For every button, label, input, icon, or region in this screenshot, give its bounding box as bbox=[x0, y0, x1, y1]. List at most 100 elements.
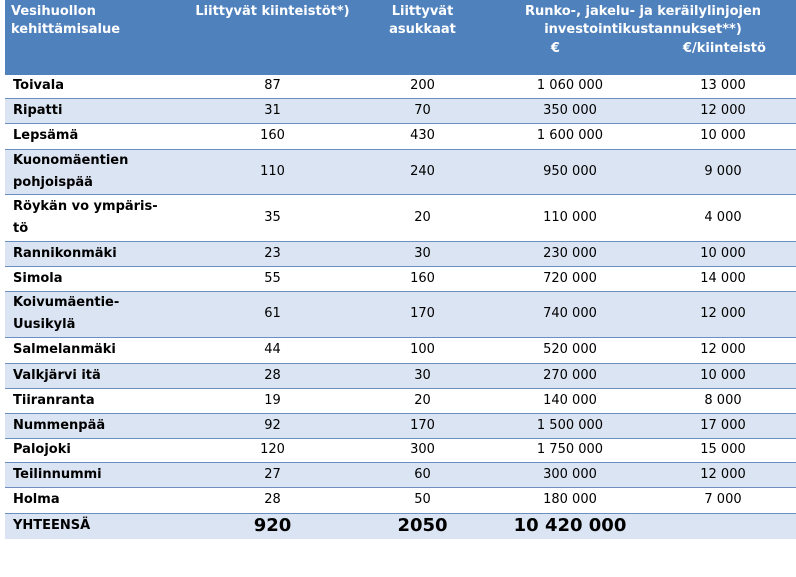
residents-cell: 20 bbox=[355, 387, 490, 414]
residents-cell: 70 bbox=[355, 97, 490, 124]
area-cell: Toivala bbox=[5, 73, 190, 99]
area-label: Tiiranranta bbox=[13, 392, 95, 408]
area-cell: Koivumäentie- Uusikylä bbox=[5, 290, 190, 338]
cost-table: Vesihuollon kehittämisalue Liittyvät kii… bbox=[5, 0, 796, 539]
table-row: Lepsämä 160 430 1 600 000 10 000 bbox=[5, 122, 796, 150]
per-property-cell: 9 000 bbox=[650, 148, 796, 195]
per-property-cell: 10 000 bbox=[650, 122, 796, 150]
properties-cell: 23 bbox=[190, 240, 355, 267]
per-property-cell: 12 000 bbox=[650, 461, 796, 488]
area-cell: Lepsämä bbox=[5, 122, 190, 150]
table-row: Palojoki 120 300 1 750 000 15 000 bbox=[5, 437, 796, 463]
per-property-cell: 12 000 bbox=[650, 290, 796, 338]
area-label: Nummenpää bbox=[13, 417, 106, 433]
cost-cell: 950 000 bbox=[490, 148, 650, 195]
total-per-property bbox=[650, 512, 796, 539]
total-label: YHTEENSÄ bbox=[5, 512, 190, 539]
properties-cell: 87 bbox=[190, 73, 355, 99]
properties-cell: 92 bbox=[190, 412, 355, 439]
total-cost: 10 420 000 bbox=[490, 512, 650, 539]
area-label: Teilinnummi bbox=[13, 466, 102, 482]
residents-cell: 240 bbox=[355, 148, 490, 195]
properties-cell: 44 bbox=[190, 336, 355, 364]
header-properties: Liittyvät kiinteistöt*) bbox=[190, 0, 355, 74]
area-label: Ripatti bbox=[13, 102, 63, 118]
residents-cell: 170 bbox=[355, 412, 490, 439]
cost-cell: 1 750 000 bbox=[490, 437, 650, 463]
table-row: Simola 55 160 720 000 14 000 bbox=[5, 265, 796, 292]
residents-cell: 200 bbox=[355, 73, 490, 99]
cost-cell: 520 000 bbox=[490, 336, 650, 364]
area-cell: Tiiranranta bbox=[5, 387, 190, 414]
area-label: Palojoki bbox=[13, 442, 71, 457]
table-row: Holma 28 50 180 000 7 000 bbox=[5, 486, 796, 514]
area-label: Simola bbox=[13, 270, 63, 286]
area-cell: Rannikonmäki bbox=[5, 240, 190, 267]
table-row: Kuonomäentien pohjoispää 110 240 950 000 9 00… bbox=[5, 148, 796, 195]
per-property-cell: 15 000 bbox=[650, 437, 796, 463]
cost-cell: 1 600 000 bbox=[490, 122, 650, 150]
header-residents: Liittyvät asukkaat bbox=[355, 0, 490, 74]
area-label: Koivumäentie- Uusikylä bbox=[13, 295, 120, 332]
table-row: Salmelanmäki 44 100 520 000 12 000 bbox=[5, 336, 796, 364]
table-row: Röykän vo ympäris-tö 35 20 110 000 4 000 bbox=[5, 193, 796, 242]
properties-cell: 35 bbox=[190, 193, 355, 242]
properties-cell: 19 bbox=[190, 387, 355, 414]
total-residents: 2050 bbox=[355, 512, 490, 539]
area-label: Rannikonmäki bbox=[13, 245, 117, 261]
cost-cell: 140 000 bbox=[490, 387, 650, 414]
cost-cell: 230 000 bbox=[490, 240, 650, 267]
cost-cell: 740 000 bbox=[490, 290, 650, 338]
residents-cell: 100 bbox=[355, 336, 490, 364]
residents-cell: 30 bbox=[355, 240, 490, 267]
per-property-cell: 7 000 bbox=[650, 486, 796, 514]
per-property-cell: 17 000 bbox=[650, 412, 796, 439]
table-body: Toivala 87 200 1 060 000 13 000 Ripatti 31 70 35… bbox=[5, 73, 796, 539]
residents-cell: 60 bbox=[355, 461, 490, 488]
residents-cell: 160 bbox=[355, 265, 490, 292]
residents-cell: 170 bbox=[355, 290, 490, 338]
header-eur: € bbox=[550, 41, 560, 56]
area-cell: Valkjärvi itä bbox=[5, 362, 190, 389]
cost-cell: 1 060 000 bbox=[490, 73, 650, 99]
table-row: Rannikonmäki 23 30 230 000 10 000 bbox=[5, 240, 796, 267]
residents-cell: 30 bbox=[355, 362, 490, 389]
per-property-cell: 12 000 bbox=[650, 336, 796, 364]
table-row: Nummenpää 92 170 1 500 000 17 000 bbox=[5, 412, 796, 439]
properties-cell: 120 bbox=[190, 437, 355, 463]
cost-cell: 350 000 bbox=[490, 97, 650, 124]
residents-cell: 20 bbox=[355, 193, 490, 242]
per-property-cell: 10 000 bbox=[650, 240, 796, 267]
area-cell: Salmelanmäki bbox=[5, 336, 190, 364]
table-row: Toivala 87 200 1 060 000 13 000 bbox=[5, 73, 796, 99]
table-row: Koivumäentie- Uusikylä 61 170 740 000 12 000 bbox=[5, 290, 796, 338]
header-investment: Runko-, jakelu- ja keräilylinjojen inves… bbox=[490, 0, 796, 74]
area-label: Holma bbox=[13, 492, 60, 507]
area-label: Toivala bbox=[13, 78, 65, 94]
table-row: Teilinnummi 27 60 300 000 12 000 bbox=[5, 461, 796, 488]
residents-cell: 300 bbox=[355, 437, 490, 463]
area-cell: Röykän vo ympäris-tö bbox=[5, 193, 190, 242]
header-eur-per-property: €/kiinteistö bbox=[682, 41, 766, 56]
table-row: Valkjärvi itä 28 30 270 000 10 000 bbox=[5, 362, 796, 389]
area-cell: Palojoki bbox=[5, 437, 190, 463]
table-row: Ripatti 31 70 350 000 12 000 bbox=[5, 97, 796, 124]
cost-cell: 1 500 000 bbox=[490, 412, 650, 439]
area-label: Salmelanmäki bbox=[13, 342, 116, 357]
area-label: Kuonomäentien pohjoispää bbox=[13, 152, 129, 190]
area-label: Valkjärvi itä bbox=[13, 367, 101, 383]
area-cell: Ripatti bbox=[5, 97, 190, 124]
properties-cell: 160 bbox=[190, 122, 355, 150]
area-label: Lepsämä bbox=[13, 128, 79, 143]
properties-cell: 110 bbox=[190, 148, 355, 195]
per-property-cell: 14 000 bbox=[650, 265, 796, 292]
area-label: Röykän vo ympäris-tö bbox=[13, 198, 158, 236]
area-cell: Holma bbox=[5, 486, 190, 514]
per-property-cell: 8 000 bbox=[650, 387, 796, 414]
properties-cell: 28 bbox=[190, 486, 355, 514]
area-cell: Teilinnummi bbox=[5, 461, 190, 488]
total-row: YHTEENSÄ 920 2050 10 420 000 bbox=[5, 512, 796, 539]
residents-cell: 430 bbox=[355, 122, 490, 150]
header-investment-title: Runko-, jakelu- ja keräilylinjojen inves… bbox=[524, 4, 762, 37]
residents-cell: 50 bbox=[355, 486, 490, 514]
